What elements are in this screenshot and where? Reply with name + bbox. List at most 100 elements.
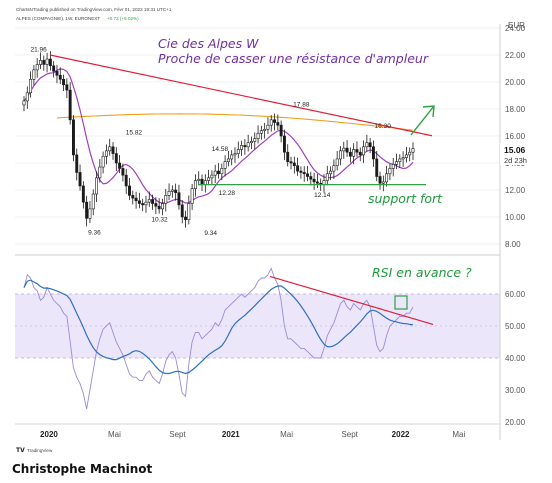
candle-body <box>45 58 49 65</box>
moving-average-short <box>23 68 414 204</box>
candle-body <box>329 170 333 175</box>
candle <box>207 169 211 186</box>
candle-body <box>147 199 151 203</box>
countdown: 2d 23h <box>504 156 527 165</box>
candle-body <box>95 177 98 195</box>
candle <box>128 177 131 201</box>
candle-body <box>164 195 168 204</box>
rsi-signal-line <box>23 279 414 375</box>
price-level-labels: 21.96 9.36 15.82 10.32 14.58 9.34 12.28 17.88 12… <box>30 47 391 237</box>
candle <box>78 164 82 191</box>
candle-body <box>404 154 408 158</box>
candle-body <box>378 176 382 184</box>
candle-body <box>266 124 270 130</box>
candle <box>395 153 398 170</box>
candle-body <box>371 146 375 160</box>
x-tick-label: Sept <box>169 430 186 439</box>
candle <box>58 67 62 85</box>
candle <box>332 159 336 180</box>
candle <box>217 163 220 179</box>
candle <box>95 171 98 203</box>
candle-body <box>342 147 346 152</box>
candle-body <box>362 146 366 156</box>
candle <box>250 136 253 150</box>
candle <box>174 183 178 201</box>
candle <box>240 140 244 156</box>
candle <box>286 144 290 167</box>
candle <box>111 142 115 160</box>
candle <box>71 115 75 162</box>
price-level-label: 15.82 <box>126 129 143 136</box>
candle-body <box>395 161 398 165</box>
candle-body <box>381 181 385 184</box>
candle-body <box>210 174 214 179</box>
price-level-label: 12.28 <box>219 190 236 197</box>
candle <box>296 157 300 176</box>
rsi-y-tick-label: 40.00 <box>505 354 526 363</box>
candle-body <box>174 189 178 193</box>
candle <box>81 181 85 209</box>
rsi-y-tick-label: 50.00 <box>505 322 526 331</box>
candle-body <box>124 174 128 187</box>
candle <box>101 151 105 174</box>
candle <box>246 134 250 152</box>
candle-body <box>246 142 250 148</box>
candle-body <box>213 170 217 176</box>
svg-text:TV: TV <box>16 447 25 454</box>
candle <box>381 175 385 192</box>
candle <box>391 158 395 177</box>
candle-body <box>315 181 319 184</box>
candle-body <box>296 165 300 172</box>
candle-body <box>144 201 148 206</box>
candle <box>154 197 158 215</box>
candle <box>329 166 333 181</box>
candle-body <box>375 158 379 177</box>
candle-body <box>273 119 276 123</box>
annotation-rsi: RSI en avance ? <box>372 265 472 280</box>
candle <box>355 141 359 157</box>
candle-body <box>289 161 293 164</box>
candle-body <box>184 216 187 220</box>
breakout-arrow-icon <box>410 105 435 136</box>
rsi-lines <box>23 267 434 410</box>
x-tick-label: 2020 <box>40 430 58 439</box>
candle-body <box>177 192 181 206</box>
price-level-label: 17.88 <box>293 102 310 109</box>
candle-body <box>207 177 211 181</box>
price-level-label: 21.96 <box>30 47 47 54</box>
x-tick-label: Mai <box>280 430 293 439</box>
candle <box>388 163 392 181</box>
rsi-band <box>15 293 500 359</box>
candle-body <box>388 168 392 175</box>
candle <box>68 82 72 125</box>
candle <box>48 51 52 71</box>
candle-body <box>193 180 197 189</box>
candle-body <box>131 195 135 199</box>
rsi-line <box>23 267 414 410</box>
candle <box>124 168 128 194</box>
candle <box>121 163 125 182</box>
rsi-y-tick-label: 30.00 <box>505 386 526 395</box>
candle <box>137 192 141 209</box>
candle-body <box>151 199 155 204</box>
candle-body <box>299 170 303 173</box>
candle <box>62 74 66 92</box>
candle-body <box>217 170 220 175</box>
candle-body <box>25 92 29 102</box>
candle-body <box>111 146 115 154</box>
price-level-label: 12.14 <box>314 192 331 199</box>
candle-body <box>322 180 326 185</box>
candle-body <box>42 60 46 65</box>
candle <box>408 147 412 162</box>
annotation-title: Cie des Alpes W <box>158 36 259 51</box>
candle <box>362 140 366 163</box>
candle <box>161 198 164 216</box>
candle-body <box>65 84 69 91</box>
candle-body <box>269 119 273 126</box>
candle-body <box>200 178 204 185</box>
candle-body <box>75 154 79 173</box>
annotation-support: support fort <box>368 191 443 206</box>
candle-body <box>398 158 402 162</box>
candle-body <box>345 147 349 153</box>
candle-body <box>292 162 296 166</box>
